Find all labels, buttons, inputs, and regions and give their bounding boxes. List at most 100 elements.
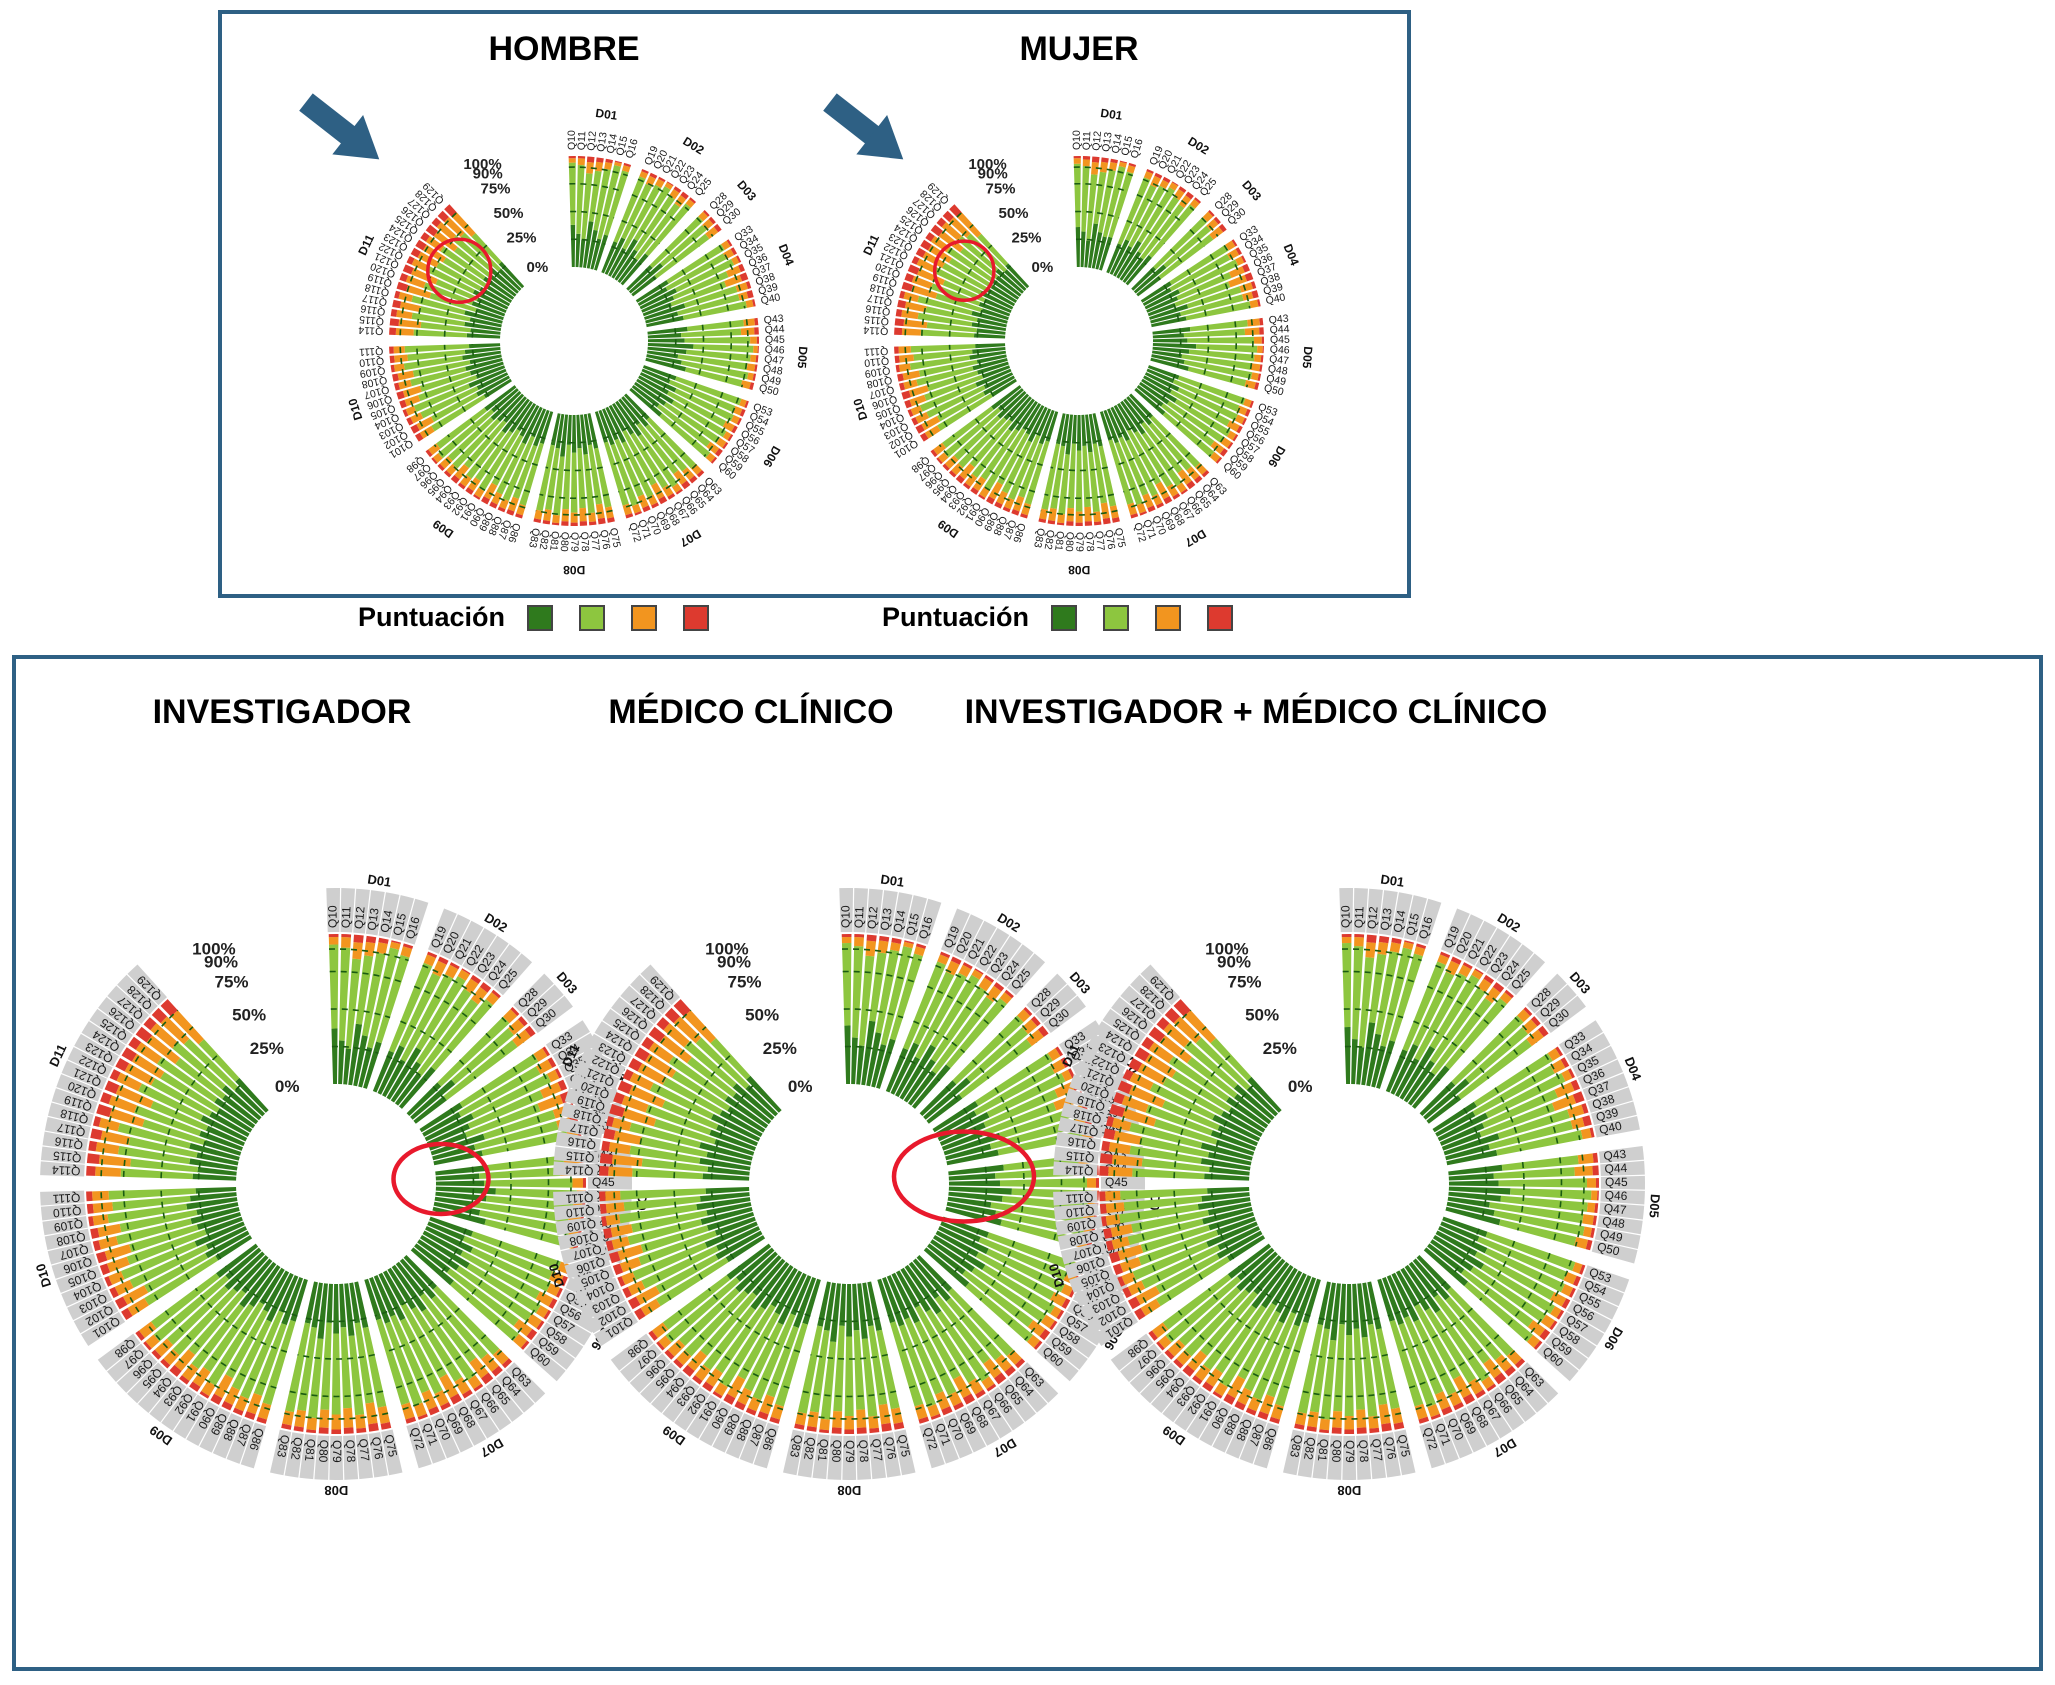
gray-ring-segment — [553, 1190, 598, 1206]
bar-segment — [1126, 165, 1136, 174]
bar-segment — [611, 1117, 632, 1132]
bar-segment — [1184, 1041, 1238, 1089]
bar-segment — [1257, 373, 1262, 381]
bar-segment — [633, 186, 671, 242]
bar-segment — [599, 1165, 609, 1176]
bar-segment — [1448, 1173, 1494, 1181]
gridline — [1516, 1161, 1525, 1231]
gridline — [491, 401, 546, 440]
domain-d10: Q101Q102Q103Q104Q105Q106Q107Q108Q109Q110… — [546, 1187, 766, 1346]
bar-segment — [1036, 408, 1052, 437]
question-label: Q111 — [52, 1191, 81, 1206]
question-label: Q80 — [316, 1439, 331, 1463]
bar-segment — [648, 1042, 674, 1064]
gridline — [531, 1054, 568, 1141]
bar-segment — [681, 480, 691, 490]
bar-segment — [1403, 1315, 1444, 1395]
bar-segment — [1128, 162, 1137, 168]
bar-segment — [135, 1042, 162, 1065]
gridline — [1435, 964, 1505, 1009]
bar-segment — [100, 1130, 131, 1146]
bar-segment — [1412, 1258, 1450, 1301]
bar-segment — [962, 482, 971, 490]
bar-segment — [535, 1059, 553, 1075]
bar-segment — [235, 1077, 269, 1113]
bar-segment — [416, 975, 466, 1051]
gridline — [385, 1307, 460, 1353]
bar-segment — [393, 382, 401, 391]
bar-segment — [1498, 1178, 1587, 1188]
bar-segment — [490, 390, 522, 421]
bar-segment — [403, 355, 463, 371]
bar-segment — [1404, 1264, 1441, 1314]
bar-segment — [1237, 1247, 1275, 1281]
question-label: Q39 — [757, 281, 779, 298]
bar-segment — [1447, 1286, 1514, 1357]
domain-d10: Q101Q102Q103Q104Q105Q106Q107Q108Q109Q110… — [1046, 1187, 1266, 1346]
gray-ring-segment — [1353, 888, 1368, 933]
bar-segment — [1141, 432, 1183, 487]
bar-segment — [503, 396, 527, 423]
bar-segment — [1066, 521, 1074, 526]
question-label: Q110 — [565, 1203, 595, 1220]
bar-segment — [104, 1244, 132, 1261]
bar-segment — [410, 247, 421, 258]
bar-segment — [933, 442, 947, 456]
bar-segment — [397, 370, 415, 381]
bar-segment — [128, 1137, 198, 1158]
bar-segment — [642, 302, 672, 317]
bar-segment — [622, 429, 657, 486]
bar-segment — [1237, 1387, 1253, 1406]
bar-segment — [1295, 1411, 1307, 1426]
question-label: Q15 — [614, 135, 630, 157]
bar-segment — [1448, 1186, 1511, 1195]
bar-segment — [568, 156, 576, 159]
gridline — [224, 1265, 298, 1317]
question-label: Q116 — [865, 302, 892, 318]
question-label: Q81 — [1052, 530, 1066, 551]
bar-segment — [1145, 1104, 1213, 1136]
bar-segment — [744, 400, 749, 409]
bar-segment — [1141, 378, 1178, 403]
bar-segment — [1257, 1411, 1269, 1421]
bar-segment — [426, 266, 475, 294]
bar-segment — [1049, 1291, 1067, 1307]
radial-axis-tick: 25% — [250, 1039, 284, 1058]
bar-segment — [647, 333, 682, 339]
bar-segment — [88, 1140, 98, 1152]
question-label: Q46 — [765, 344, 786, 357]
bar-segment — [638, 1230, 717, 1266]
bar-segment — [692, 1375, 703, 1385]
bar-segment — [629, 387, 663, 417]
gridline — [899, 1055, 941, 1082]
gridline — [503, 1161, 512, 1231]
bar-segment — [1174, 399, 1231, 437]
bar-segment — [986, 288, 1016, 307]
bar-segment — [297, 1326, 317, 1412]
bar-segment — [468, 368, 507, 388]
bar-segment — [1207, 1202, 1252, 1216]
bar-segment — [777, 1272, 807, 1325]
bar-segment — [1171, 1071, 1232, 1112]
gridline — [740, 319, 749, 388]
bar-segment — [972, 358, 1008, 371]
bar-segment — [721, 240, 731, 250]
gridline — [1413, 1020, 1466, 1054]
bar-segment — [624, 393, 650, 421]
bar-segment — [306, 1417, 318, 1431]
bar-segment — [410, 424, 420, 434]
gray-ring-segment — [1455, 1407, 1487, 1453]
gridline — [915, 1350, 1016, 1411]
bar-segment — [735, 282, 749, 293]
bar-segment — [1499, 992, 1512, 1004]
bar-segment — [475, 430, 513, 482]
question-label: Q14 — [604, 133, 620, 155]
gray-ring-segment — [553, 1300, 599, 1333]
gray-ring-segment — [1035, 984, 1077, 1023]
gray-ring-segment — [1552, 1322, 1597, 1358]
bar-segment — [997, 390, 1027, 419]
gray-ring-segment — [1239, 1418, 1267, 1464]
question-label: Q14 — [377, 909, 395, 934]
gray-ring-segment — [587, 1033, 632, 1067]
